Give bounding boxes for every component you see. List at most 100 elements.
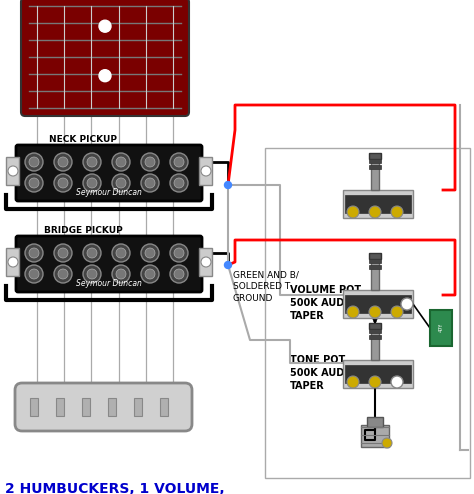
Circle shape — [116, 248, 126, 258]
Circle shape — [54, 244, 72, 262]
Text: TONE POT
500K AUDIO
TAPER: TONE POT 500K AUDIO TAPER — [290, 355, 356, 391]
Bar — [371, 327, 379, 360]
Circle shape — [225, 261, 231, 269]
Circle shape — [29, 157, 39, 167]
Circle shape — [369, 306, 381, 318]
Text: Seymour Duncan: Seymour Duncan — [76, 279, 142, 288]
Bar — [430, 310, 452, 346]
Bar — [369, 153, 381, 159]
Circle shape — [112, 153, 130, 171]
FancyBboxPatch shape — [16, 145, 202, 201]
Bar — [265, 148, 470, 478]
Bar — [369, 259, 381, 263]
Circle shape — [112, 265, 130, 283]
Circle shape — [29, 269, 39, 279]
Circle shape — [145, 157, 155, 167]
Circle shape — [83, 153, 101, 171]
Circle shape — [112, 174, 130, 192]
Circle shape — [116, 178, 126, 188]
Circle shape — [112, 244, 130, 262]
Bar — [343, 290, 413, 318]
Circle shape — [201, 166, 211, 176]
Circle shape — [25, 244, 43, 262]
Bar — [345, 295, 411, 313]
Text: VOLUME POT
500K AUDIO
TAPER: VOLUME POT 500K AUDIO TAPER — [290, 285, 361, 321]
Text: Seymour Duncan: Seymour Duncan — [76, 188, 142, 197]
Bar — [343, 190, 413, 218]
Bar — [369, 165, 381, 169]
Circle shape — [382, 438, 392, 448]
Circle shape — [25, 153, 43, 171]
Text: BRIDGE PICKUP: BRIDGE PICKUP — [44, 226, 122, 235]
Circle shape — [87, 157, 97, 167]
Text: GREEN AND B/
SOLDERED T
GROUND: GREEN AND B/ SOLDERED T GROUND — [233, 270, 299, 303]
Circle shape — [54, 265, 72, 283]
Bar — [371, 257, 379, 290]
Circle shape — [145, 248, 155, 258]
Circle shape — [170, 244, 188, 262]
Bar — [345, 365, 411, 383]
Circle shape — [174, 269, 184, 279]
Circle shape — [29, 178, 39, 188]
Circle shape — [29, 248, 39, 258]
Text: 47f: 47f — [438, 324, 444, 332]
Circle shape — [58, 178, 68, 188]
Circle shape — [83, 174, 101, 192]
Bar — [369, 329, 381, 333]
Circle shape — [145, 178, 155, 188]
Circle shape — [347, 206, 359, 218]
Bar — [367, 417, 383, 427]
Bar — [199, 248, 212, 276]
Bar — [199, 157, 212, 185]
Bar — [369, 323, 381, 329]
FancyBboxPatch shape — [15, 383, 192, 431]
FancyBboxPatch shape — [21, 0, 189, 116]
Circle shape — [25, 265, 43, 283]
Circle shape — [225, 181, 231, 189]
Circle shape — [8, 257, 18, 267]
Bar — [108, 398, 116, 416]
Circle shape — [369, 206, 381, 218]
Circle shape — [347, 376, 359, 388]
Text: NECK PICKUP: NECK PICKUP — [49, 135, 117, 144]
Circle shape — [54, 174, 72, 192]
Bar — [369, 335, 381, 339]
Circle shape — [8, 166, 18, 176]
Circle shape — [170, 265, 188, 283]
Circle shape — [58, 248, 68, 258]
Circle shape — [99, 20, 111, 32]
Circle shape — [141, 174, 159, 192]
Circle shape — [174, 178, 184, 188]
Text: 2 HUMBUCKERS, 1 VOLUME,: 2 HUMBUCKERS, 1 VOLUME, — [5, 482, 225, 494]
Bar — [30, 398, 38, 416]
Bar — [6, 157, 19, 185]
Circle shape — [347, 306, 359, 318]
Bar — [369, 253, 381, 259]
Circle shape — [145, 269, 155, 279]
Circle shape — [369, 376, 381, 388]
FancyBboxPatch shape — [16, 236, 202, 292]
Circle shape — [391, 306, 403, 318]
Bar — [82, 398, 90, 416]
Circle shape — [391, 376, 403, 388]
Circle shape — [83, 265, 101, 283]
Bar — [56, 398, 64, 416]
Circle shape — [174, 248, 184, 258]
Circle shape — [87, 178, 97, 188]
Bar — [361, 425, 389, 447]
Circle shape — [87, 269, 97, 279]
Circle shape — [116, 157, 126, 167]
Circle shape — [25, 174, 43, 192]
Bar — [343, 360, 413, 388]
Circle shape — [170, 174, 188, 192]
Bar — [6, 248, 19, 276]
Circle shape — [170, 153, 188, 171]
Bar — [369, 159, 381, 163]
Circle shape — [116, 269, 126, 279]
Bar — [134, 398, 142, 416]
Circle shape — [87, 248, 97, 258]
Circle shape — [141, 265, 159, 283]
Circle shape — [58, 269, 68, 279]
Circle shape — [174, 157, 184, 167]
Circle shape — [141, 153, 159, 171]
